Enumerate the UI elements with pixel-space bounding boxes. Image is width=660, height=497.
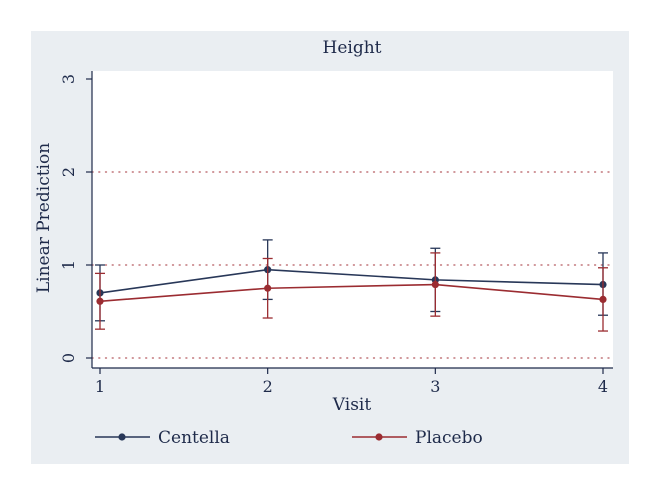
legend-marker bbox=[375, 433, 383, 441]
x-tick-label: 1 bbox=[95, 377, 105, 396]
data-point bbox=[431, 280, 439, 289]
y-tick-label: 1 bbox=[59, 260, 78, 270]
y-tick-label: 0 bbox=[59, 353, 78, 363]
y-tick-label: 3 bbox=[59, 74, 78, 84]
legend-label: Centella bbox=[158, 428, 230, 448]
series-line bbox=[99, 283, 604, 303]
x-tick-label: 2 bbox=[263, 377, 273, 396]
y-axis-label: Linear Prediction bbox=[34, 143, 54, 293]
series-line bbox=[99, 268, 604, 294]
legend-label: Placebo bbox=[415, 428, 483, 448]
series-placebo bbox=[95, 252, 608, 332]
y-tick-label: 2 bbox=[59, 167, 78, 177]
legend-marker bbox=[118, 433, 126, 441]
chart-title: Height bbox=[323, 38, 382, 58]
y-ticks: 0 1 2 3 bbox=[59, 74, 92, 363]
legend: Centella Placebo bbox=[95, 428, 483, 448]
series-layer bbox=[95, 239, 608, 332]
data-point bbox=[96, 297, 104, 305]
x-ticks: 1 2 3 4 bbox=[95, 368, 608, 396]
data-point bbox=[264, 284, 272, 292]
plot-area bbox=[92, 71, 613, 368]
x-axis-label: Visit bbox=[332, 395, 372, 415]
data-point bbox=[599, 295, 607, 304]
x-tick-label: 3 bbox=[430, 377, 440, 396]
x-tick-label: 4 bbox=[598, 377, 608, 396]
gridlines bbox=[91, 171, 614, 359]
